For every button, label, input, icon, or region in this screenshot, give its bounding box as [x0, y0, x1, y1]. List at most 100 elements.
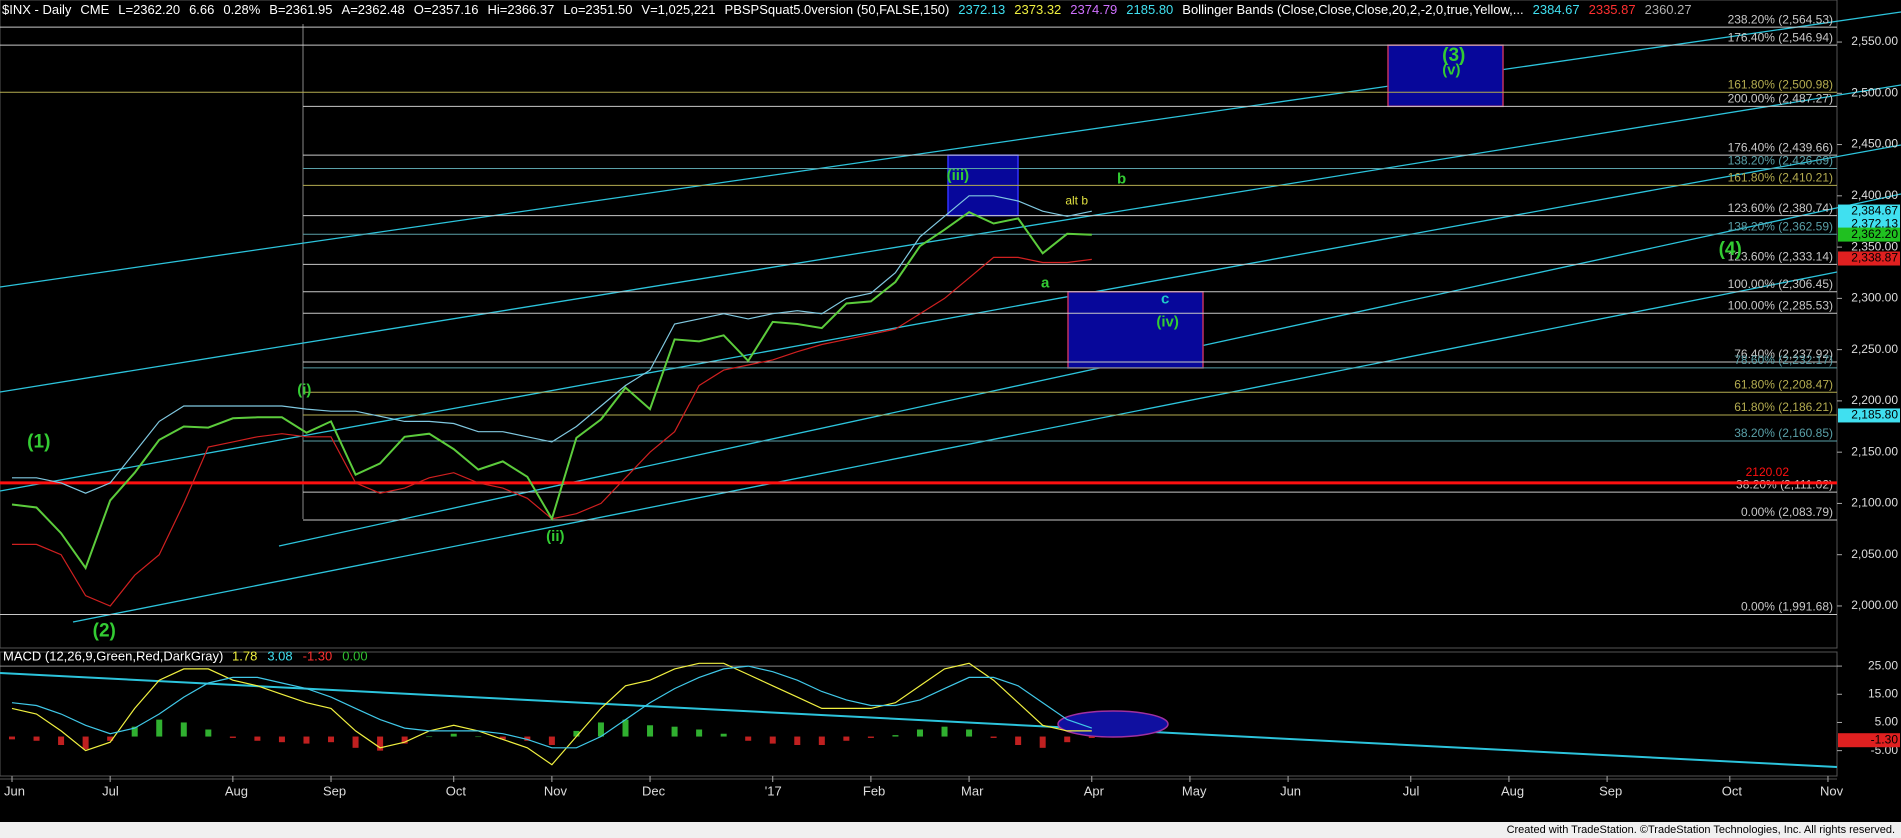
x-tick-label: Aug [225, 783, 248, 798]
header-item: V=1,025,221 [641, 2, 716, 17]
histogram-bar [745, 736, 752, 741]
y-tick-label: 2,500.00 [1851, 85, 1898, 99]
fib-label: 76.40% (2,237.92) [1734, 347, 1833, 361]
x-tick-label: Feb [863, 783, 885, 798]
histogram-bar [1064, 736, 1071, 743]
macd-readout: 0.00 [342, 648, 367, 663]
histogram-bar [647, 725, 654, 737]
header-item: Bollinger Bands (Close,Close,Close,20,2,… [1182, 2, 1524, 17]
y-tick-label: 2,300.00 [1851, 291, 1898, 305]
histogram-bar [82, 736, 89, 750]
x-tick-label: Nov [544, 783, 568, 798]
histogram-bar [1015, 736, 1022, 745]
histogram-bar [180, 722, 187, 737]
histogram-bar [524, 736, 531, 741]
series-line [12, 195, 1092, 494]
y-tick-label: 15.00 [1868, 686, 1898, 700]
fib-label: 100.00% (2,285.53) [1728, 298, 1833, 312]
y-tick-label: 2,400.00 [1851, 188, 1898, 202]
y-tick-label: 5.00 [1875, 715, 1899, 729]
histogram-bar [156, 719, 163, 737]
histogram-bar [573, 730, 580, 737]
fib-label: 61.80% (2,186.21) [1734, 400, 1833, 414]
header-item: 6.66 [189, 2, 215, 17]
histogram-bar [33, 736, 40, 741]
x-tick-label: Apr [1084, 783, 1105, 798]
header-item: 0.28% [223, 2, 261, 17]
macd-readout: 1.78 [232, 648, 257, 663]
channel-line [0, 84, 1901, 393]
target-box [1067, 291, 1204, 369]
last-value-tag [1838, 408, 1900, 423]
y-tick-label: 25.00 [1868, 658, 1898, 672]
x-tick-label: '17 [765, 783, 782, 798]
wave-label: alt b [1065, 193, 1088, 207]
header-item: Hi=2366.37 [487, 2, 555, 17]
fib-label: 100.00% (2,306.45) [1728, 277, 1833, 291]
wave-label: (iii) [947, 167, 970, 184]
x-tick-label: Oct [1722, 783, 1743, 798]
histogram-bar [328, 736, 335, 743]
y-tick-label: 2,550.00 [1851, 34, 1898, 48]
x-tick-label: Sep [1599, 783, 1622, 798]
histogram-bar [278, 736, 285, 743]
wave-label: (iv) [1156, 313, 1179, 330]
histogram-bar [377, 736, 384, 751]
histogram-bar [1039, 736, 1046, 748]
fib-label: 161.80% (2,500.98) [1728, 77, 1833, 91]
header-item: Lo=2351.50 [563, 2, 633, 17]
x-tick-label: Oct [446, 783, 467, 798]
fib-label: 138.20% (2,362.59) [1728, 219, 1833, 233]
fib-label: 123.60% (2,333.14) [1728, 250, 1833, 264]
header-item: 2384.67 [1532, 2, 1580, 17]
last-value-label: 2,384.67 [1851, 204, 1898, 218]
x-tick-label: Aug [1501, 783, 1524, 798]
histogram-bar [254, 736, 261, 741]
x-tick-label: Jun [1280, 783, 1301, 798]
histogram-bar [205, 729, 212, 737]
fib-label: 0.00% (2,083.79) [1741, 505, 1833, 519]
y-tick-label: 2,200.00 [1851, 393, 1898, 407]
x-tick-label: Jun [4, 783, 25, 798]
fib-label: 78.60% (2,232.17) [1734, 353, 1833, 367]
header-item: 2372.13 [958, 2, 1006, 17]
macd-panel [0, 651, 1838, 777]
histogram-bar [475, 736, 482, 738]
wave-label: a [1041, 275, 1050, 292]
series-line [11, 665, 1092, 749]
histogram-bar [107, 736, 114, 741]
header-item: A=2362.48 [341, 2, 405, 17]
histogram-bar [450, 733, 457, 737]
fib-label: 200.00% (2,487.27) [1728, 92, 1833, 106]
x-tick-label: Jul [102, 783, 119, 798]
header-item: PBSPSquat5.0version (50,FALSE,150) [724, 2, 950, 17]
fib-label: 123.60% (2,380.74) [1728, 201, 1833, 215]
histogram-bar [990, 736, 997, 738]
histogram-bar [548, 736, 555, 745]
histogram-bar [499, 736, 506, 740]
header-item: O=2357.16 [413, 2, 479, 17]
fib-label: 61.80% (2,208.47) [1734, 377, 1833, 391]
wave-label: (2) [93, 621, 116, 642]
histogram-bar [794, 736, 801, 745]
y-tick-label: 2,050.00 [1851, 547, 1898, 561]
channel-line [278, 193, 1901, 547]
fib-label: 0.00% (1,991.68) [1741, 600, 1833, 614]
wave-label: b [1117, 170, 1126, 187]
histogram-bar [303, 736, 310, 744]
macd-readout: -1.30 [303, 648, 333, 663]
fib-label: 38.20% (2,160.85) [1734, 426, 1833, 440]
histogram-bar [622, 719, 629, 737]
histogram-bar [966, 729, 973, 737]
fib-label: 176.40% (2,546.94) [1728, 30, 1833, 44]
histogram-bar [867, 736, 874, 738]
wave-label: c [1161, 290, 1169, 307]
header-item: L=2362.20 [118, 2, 181, 17]
last-value-label: -1.30 [1871, 732, 1899, 746]
header-item: B=2361.95 [269, 2, 333, 17]
histogram-bar [597, 722, 604, 737]
last-value-label: 2,372.13 [1851, 217, 1898, 231]
x-tick-label: May [1182, 783, 1207, 798]
wave-label: (1) [27, 432, 50, 453]
